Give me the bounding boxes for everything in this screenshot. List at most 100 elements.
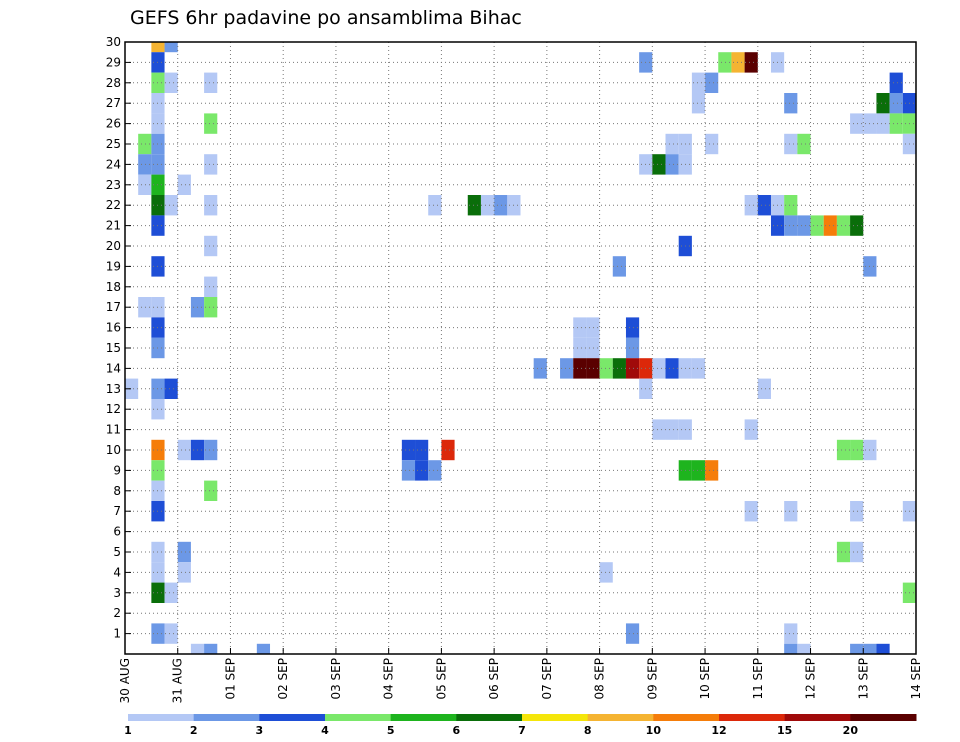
heatmap-cell [204,439,218,461]
y-tick-label: 16 [106,321,121,335]
heatmap-cell [204,235,218,257]
heatmap-cell [441,439,455,461]
heatmap-cell [836,215,851,236]
y-tick-label: 23 [106,178,121,192]
heatmap-cell [164,42,178,53]
y-tick-label: 12 [106,402,121,416]
colorbar-swatch [390,714,457,721]
x-tick-label: 14 SEP [909,658,923,700]
y-tick-label: 15 [106,341,121,355]
heatmap-cell [138,174,152,195]
heatmap-cell [138,133,152,155]
y-tick-label: 4 [113,565,121,579]
y-tick-label: 26 [106,117,121,131]
heatmap-cell [494,195,508,216]
y-tick-label: 10 [106,443,121,457]
x-tick-label: 10 SEP [698,658,712,700]
heatmap-cell [125,378,139,399]
colorbar-swatch [587,714,654,721]
heatmap-cell [850,215,864,236]
heatmap-cell [204,72,218,93]
x-tick-label: 02 SEP [276,658,290,700]
heatmap-cell [889,72,903,93]
heatmap-cell [177,439,191,461]
heatmap-cell [177,562,191,583]
heatmap-cell [705,72,719,93]
colorbar-label: 1 [124,724,132,737]
heatmap-cell [876,93,890,114]
y-tick-label: 20 [106,239,121,253]
colorbar-swatch [784,714,851,721]
heatmap-cell [705,133,719,155]
colorbar-label: 12 [711,724,726,737]
x-tick-label: 04 SEP [382,658,396,700]
colorbar-label: 3 [256,724,264,737]
colorbar-swatch [850,714,917,721]
heatmap-cell [467,195,481,216]
heatmap-cell [625,337,640,359]
heatmap-cell [480,195,495,216]
heatmap-cell [599,358,613,379]
heatmap-cell [573,337,587,359]
x-tick-label: 11 SEP [751,658,765,700]
heatmap-cell [757,378,771,399]
heatmap-cell [164,195,178,216]
heatmap-cell [784,215,798,236]
heatmap-cell [744,501,758,522]
colorbar-label: 7 [518,724,526,737]
colorbar-swatch [456,714,523,721]
heatmap-cell [850,643,864,654]
x-tick-label: 03 SEP [329,658,343,700]
heatmap-cell [652,419,666,440]
y-tick-label: 3 [113,586,121,600]
y-tick-label: 7 [113,504,121,518]
heatmap-cell [428,460,442,481]
y-tick-label: 6 [113,525,121,539]
heatmap-cell [138,154,152,175]
heatmap-cell [744,195,758,216]
heatmap-cell [797,643,811,654]
heatmap-cell [744,52,758,73]
heatmap-cell [691,460,706,481]
x-tick-label: 07 SEP [540,658,554,700]
heatmap-cell [889,93,903,114]
heatmap-cell [599,562,613,583]
heatmap-cell [204,154,218,175]
heatmap-cell [573,358,587,379]
colorbar-label: 4 [321,724,329,737]
x-tick-label: 13 SEP [856,658,870,700]
colorbar-swatch [259,714,326,721]
heatmap-cell [850,501,864,522]
heatmap-cell [876,113,890,134]
heatmap-cell [850,541,864,563]
heatmap-cell [533,358,547,379]
heatmap-cell [652,358,666,379]
y-tick-label: 13 [106,382,121,396]
y-tick-label: 2 [113,606,121,620]
y-tick-label: 18 [106,280,121,294]
heatmap-cell [665,154,679,175]
heatmap-cell [164,623,178,644]
heatmap-cell [204,113,218,134]
heatmap-cell [204,276,218,297]
heatmap-cell [718,52,732,73]
x-tick-label: 05 SEP [434,658,448,700]
y-tick-label: 8 [113,484,121,498]
x-tick-label: 31 AUG [171,658,185,703]
y-tick-label: 28 [106,76,121,90]
colorbar-swatch [193,714,260,721]
heatmap-cell [691,72,706,93]
heatmap-cell [889,113,903,134]
heatmap-cell [744,419,758,440]
colorbar-label: 10 [646,724,662,737]
heatmap-cell [836,541,851,563]
heatmap-cell [784,643,798,654]
heatmap-cell [665,419,679,440]
heatmap-cell [625,317,640,338]
colorbar-label: 8 [584,724,592,737]
heatmap-cell [204,643,218,654]
y-tick-label: 25 [106,137,121,151]
heatmap-cell [665,133,679,155]
x-tick-label: 06 SEP [487,658,501,700]
colorbar-label: 2 [190,724,198,737]
